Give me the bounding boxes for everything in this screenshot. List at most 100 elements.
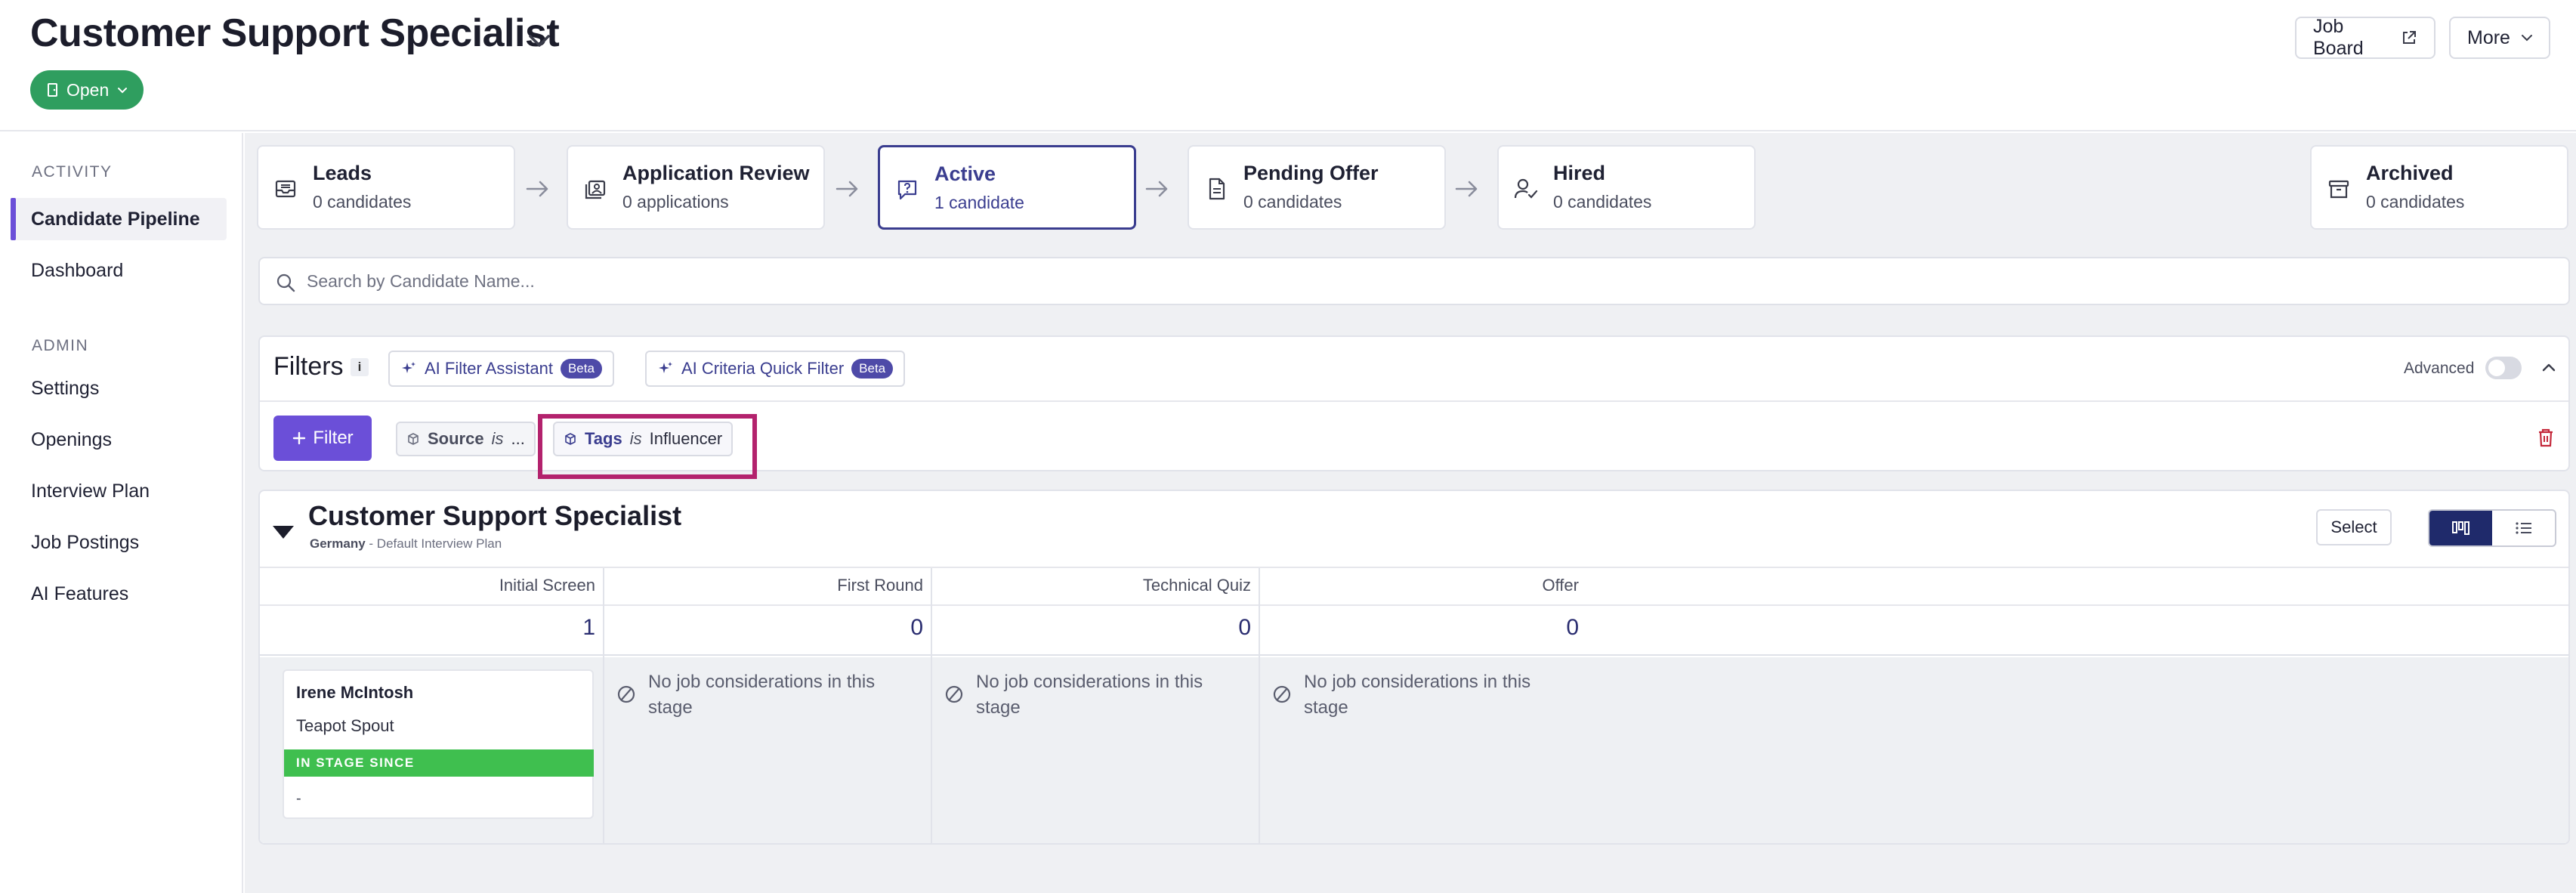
chip-operator: is (491, 429, 504, 448)
activity-section-heading: ACTIVITY (32, 163, 113, 181)
external-link-icon (2401, 29, 2417, 46)
pipeline-title: Customer Support Specialist (308, 500, 682, 531)
column-divider (603, 568, 604, 843)
ai-criteria-quick-filter-button[interactable]: AI Criteria Quick Filter Beta (645, 351, 906, 387)
list-view-button[interactable] (2492, 511, 2555, 545)
column-divider (931, 568, 932, 843)
stage-name: Hired (1553, 162, 1606, 184)
more-button[interactable]: More (2449, 17, 2550, 59)
sidebar-item-label: Settings (31, 377, 100, 399)
search-icon (275, 272, 296, 293)
no-entry-icon (1271, 683, 1293, 706)
job-status-label: Open (66, 79, 110, 100)
job-status-dropdown[interactable]: Open (30, 70, 144, 110)
stage-count: 0 candidates (2366, 192, 2465, 212)
arrow-right-icon (1453, 175, 1481, 202)
list-view-icon (2514, 520, 2534, 536)
search-input[interactable] (307, 266, 2543, 296)
sidebar-item-ai-features[interactable]: AI Features (11, 573, 227, 615)
stage-card-hired[interactable]: Hired 0 candidates (1497, 145, 1756, 230)
trash-icon[interactable] (2535, 426, 2556, 449)
chip-key: Source (428, 429, 484, 448)
view-toggle (2428, 509, 2556, 547)
stage-name: Pending Offer (1243, 162, 1379, 184)
empty-message: No job considerations in this stage (1304, 672, 1531, 718)
arrow-right-icon (1144, 175, 1171, 202)
ai-criteria-quick-filter-label: AI Criteria Quick Filter (681, 359, 845, 378)
stage-count: 0 candidates (313, 192, 412, 212)
info-icon[interactable]: i (351, 358, 369, 376)
board-view-button[interactable] (2429, 511, 2492, 545)
highlight-outline (538, 414, 757, 479)
admin-section-heading: ADMIN (32, 337, 89, 354)
empty-message: No job considerations in this stage (976, 672, 1203, 718)
stage-name: Active (934, 162, 996, 185)
stage-card-application-review[interactable]: Application Review 0 applications (567, 145, 825, 230)
sidebar-item-job-postings[interactable]: Job Postings (11, 521, 227, 564)
column-count: 1 (582, 615, 595, 640)
stage-card-leads[interactable]: Leads 0 candidates (257, 145, 515, 230)
sparkle-icon (400, 360, 417, 377)
caret-down-icon[interactable] (270, 523, 296, 541)
beta-badge: Beta (851, 359, 894, 379)
column-count: 0 (1566, 615, 1579, 640)
stage-card-pending-offer[interactable]: Pending Offer 0 candidates (1188, 145, 1446, 230)
advanced-label: Advanced (2404, 360, 2475, 377)
empty-column-first-round: No job considerations in this stage (615, 669, 917, 721)
candidate-tag: Teapot Spout (296, 716, 394, 735)
document-icon (1204, 177, 1228, 201)
column-header-first-round: First Round (837, 576, 923, 595)
add-filter-button[interactable]: Filter (273, 416, 372, 461)
select-button[interactable]: Select (2316, 509, 2392, 545)
filters-panel: Filters i AI Filter Assistant Beta AI Cr… (258, 335, 2570, 479)
no-entry-icon (615, 683, 638, 706)
sidebar-item-candidate-pipeline[interactable]: Candidate Pipeline (11, 198, 227, 240)
sparkle-icon (657, 360, 674, 377)
main-content: Leads 0 candidates Application Review 0 … (245, 133, 2576, 893)
stage-card-archived[interactable]: Archived 0 candidates (2310, 145, 2568, 230)
user-check-icon (1514, 177, 1538, 201)
page-header: Customer Support Specialist Open Job Boa… (0, 0, 2576, 131)
stage-count: 0 candidates (1243, 192, 1342, 212)
sidebar-item-label: Dashboard (31, 259, 124, 281)
sidebar-item-interview-plan[interactable]: Interview Plan (11, 470, 227, 512)
filter-chip-tags[interactable]: Tags is Influencer (553, 422, 734, 456)
chevron-up-icon[interactable] (2538, 357, 2559, 378)
candidate-search (258, 257, 2570, 305)
board-view-icon (2451, 520, 2471, 536)
pipeline-location: Germany (310, 536, 366, 551)
advanced-toggle[interactable] (2485, 357, 2522, 379)
count-row (260, 604, 2568, 656)
archive-icon (2327, 177, 2351, 201)
stage-count: 1 candidate (934, 193, 1024, 212)
ai-filter-assistant-button[interactable]: AI Filter Assistant Beta (388, 351, 614, 387)
filter-chip-source[interactable]: Source is ... (396, 422, 536, 456)
sidebar-item-label: AI Features (31, 582, 129, 604)
divider (260, 567, 2568, 568)
job-board-button[interactable]: Job Board (2295, 16, 2435, 59)
pipeline-subtitle: Germany - Default Interview Plan (310, 536, 502, 552)
sidebar-item-openings[interactable]: Openings (11, 419, 227, 461)
stage-name: Application Review (622, 162, 810, 184)
filter-button-label: Filter (313, 428, 354, 448)
plus-icon (292, 431, 307, 446)
chip-value: Influencer (649, 429, 723, 448)
empty-message: No job considerations in this stage (648, 672, 876, 718)
column-count: 0 (910, 615, 923, 640)
chevron-down-icon (2519, 30, 2534, 45)
column-header-initial-screen: Initial Screen (499, 576, 595, 595)
sidebar-item-dashboard[interactable]: Dashboard (11, 249, 227, 292)
empty-column-technical-quiz: No job considerations in this stage (943, 669, 1245, 721)
empty-column-offer: No job considerations in this stage (1271, 669, 1573, 721)
title-chevron-down-icon[interactable] (524, 26, 554, 56)
sidebar-item-settings[interactable]: Settings (11, 367, 227, 409)
more-label: More (2467, 26, 2510, 48)
chevron-down-icon (116, 84, 128, 96)
candidate-card[interactable]: Irene McIntosh Teapot Spout IN STAGE SIN… (283, 669, 594, 819)
stage-name: Archived (2366, 162, 2454, 184)
pipeline-plan: - Default Interview Plan (365, 536, 502, 551)
sidebar-item-label: Candidate Pipeline (31, 208, 200, 230)
column-divider (1259, 568, 1260, 843)
stage-card-active[interactable]: Active 1 candidate (878, 145, 1136, 230)
divider (260, 400, 2568, 402)
